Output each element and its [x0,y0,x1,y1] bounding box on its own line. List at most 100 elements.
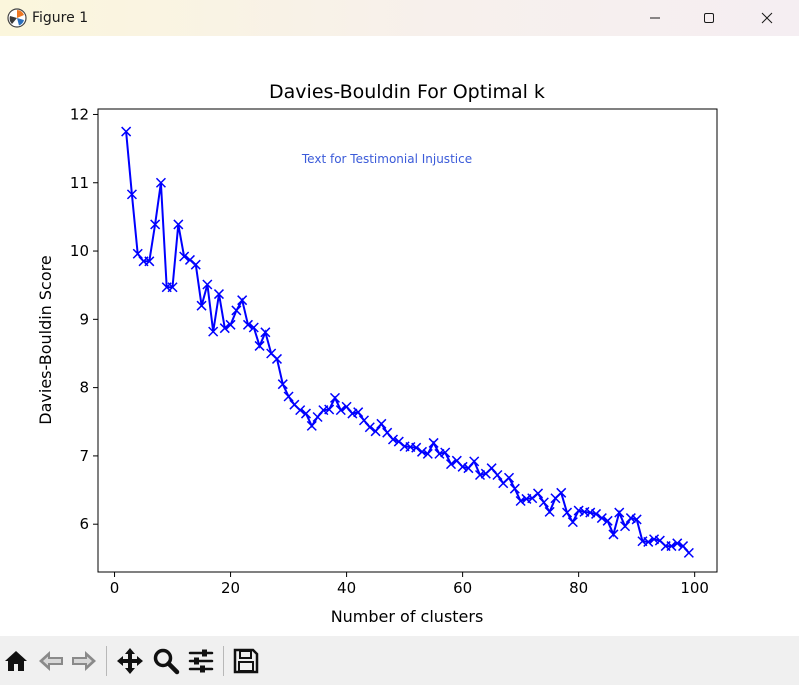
data-point [591,508,602,519]
data-point [492,469,503,481]
save-button[interactable] [232,647,260,675]
data-point [242,319,253,330]
data-point [208,326,219,337]
data-point [602,515,613,526]
data-point [544,506,555,517]
data-point [376,418,387,429]
data-point [457,461,468,472]
data-point [202,279,213,290]
minimize-icon [650,17,660,19]
window-titlebar: Figure 1 [0,0,799,36]
data-point [411,442,422,453]
close-button[interactable] [738,0,796,36]
data-point [631,514,642,525]
data-point [231,305,242,316]
data-point [422,448,433,459]
series-layer [121,126,694,558]
data-point [254,340,265,351]
data-point [416,446,428,457]
toolbar-separator [106,646,107,676]
data-point [364,422,375,433]
data-point [179,251,190,262]
data-point [300,408,312,419]
data-point [445,459,457,470]
data-point [248,322,259,333]
data-point [155,177,166,188]
home-button[interactable] [2,647,30,675]
back-arrow-icon [39,651,63,671]
data-point [324,404,335,415]
navigation-toolbar [0,636,799,685]
data-point [614,507,625,518]
data-point [329,392,341,403]
chart-title: Davies-Bouldin For Optimal k [269,81,545,103]
data-point [335,405,346,416]
data-point [573,505,584,516]
data-point [167,282,178,293]
x-tick-label: 0 [110,579,120,597]
forward-button[interactable] [70,647,98,675]
zoom-button[interactable] [152,647,180,675]
data-point [538,497,549,508]
data-point [190,259,201,270]
data-point [370,426,381,437]
data-point [121,126,132,137]
minimize-button[interactable] [626,0,684,36]
y-tick-label: 7 [79,447,89,465]
data-point [666,541,677,552]
configure-subplots-icon [188,649,214,673]
data-point [219,323,230,334]
y-axis: 6 7 8 9 10 11 12 [70,105,98,533]
home-icon [5,651,27,671]
data-point [213,289,224,300]
data-point [173,219,184,230]
y-axis-label: Davies-Bouldin Score [36,255,55,424]
data-point [126,189,137,200]
data-point [387,434,399,445]
toolbar-separator [223,646,224,676]
data-point [567,517,578,528]
data-point [649,534,660,545]
data-point [277,379,288,390]
y-tick-label: 9 [79,310,89,328]
x-tick-label: 100 [680,579,709,597]
y-tick-label: 6 [79,515,89,533]
data-point [132,248,143,259]
data-point [596,513,607,524]
data-point [283,391,294,402]
data-point [225,319,236,330]
y-tick-label: 10 [70,242,89,260]
back-button[interactable] [37,647,65,675]
configure-subplots-button[interactable] [187,647,215,675]
data-point [532,488,544,499]
data-point [509,483,520,494]
x-tick-label: 80 [569,579,588,597]
chart-annotation: Text for Testimonial Injustice [301,152,472,166]
data-point [144,256,155,267]
x-axis: 0 20 40 60 80 100 [110,572,709,597]
maximize-button[interactable] [680,0,738,36]
figure-canvas[interactable]: Davies-Bouldin For Optimal k 0 20 40 60 80 10… [0,36,799,636]
pan-button[interactable] [116,647,144,675]
data-point [271,353,283,364]
data-point [672,538,683,549]
data-point [608,529,619,540]
x-tick-label: 40 [337,579,356,597]
plot-area [97,108,718,573]
y-tick-label: 8 [79,379,89,397]
close-icon [761,12,773,24]
data-point [306,420,317,431]
data-point [585,507,596,518]
data-point [469,456,480,467]
forward-arrow-icon [72,651,96,671]
data-point [620,521,631,532]
data-point [683,547,694,558]
save-floppy-icon [233,648,259,674]
data-point [556,487,567,498]
data-point [353,407,364,418]
data-point [434,448,445,459]
data-point [474,469,486,481]
chart: Davies-Bouldin For Optimal k 0 20 40 60 80 10… [36,81,718,626]
matplotlib-logo-icon [7,8,27,28]
y-tick-label: 11 [70,174,89,192]
